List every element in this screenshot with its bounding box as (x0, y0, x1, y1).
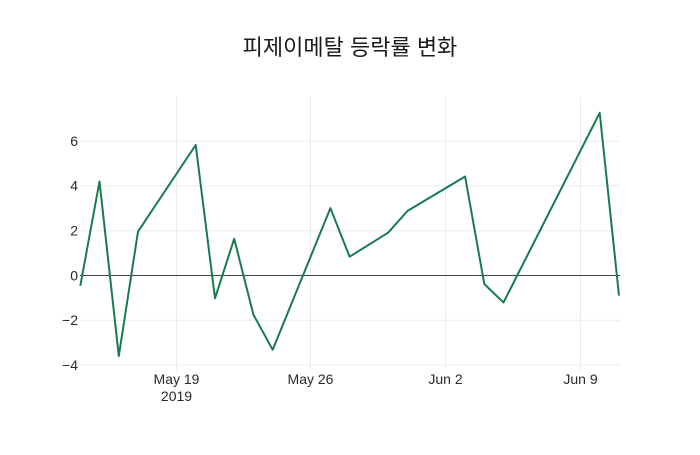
svg-text:Jun 9: Jun 9 (563, 371, 597, 387)
svg-text:May 26: May 26 (288, 371, 334, 387)
svg-text:6: 6 (70, 133, 78, 149)
svg-text:−2: −2 (62, 312, 78, 328)
svg-text:0: 0 (70, 267, 78, 283)
svg-text:−4: −4 (62, 357, 78, 373)
svg-text:May 19: May 19 (154, 371, 200, 387)
svg-text:2: 2 (70, 223, 78, 239)
svg-text:4: 4 (70, 178, 78, 194)
svg-text:Jun 2: Jun 2 (428, 371, 462, 387)
svg-text:2019: 2019 (161, 388, 192, 404)
